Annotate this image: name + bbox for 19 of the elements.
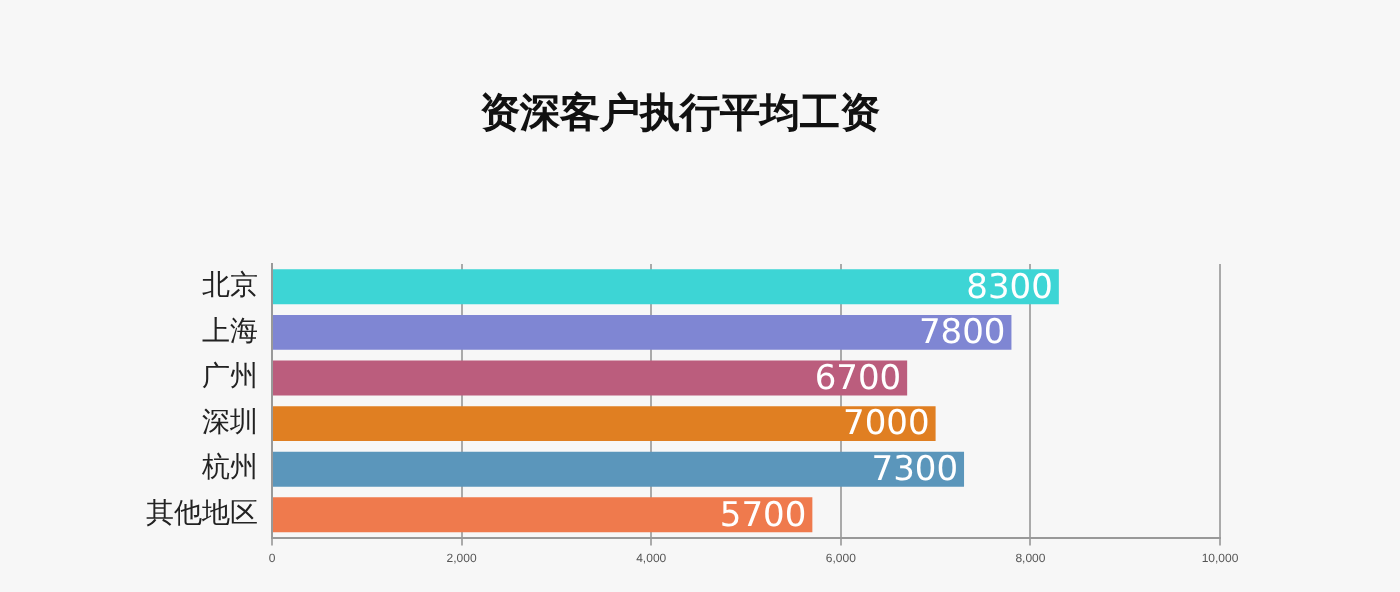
y-tick-label: 北京 — [202, 270, 258, 303]
data-label: 6700 — [814, 358, 902, 399]
chart-title: 资深客户执行平均工资 — [480, 88, 880, 137]
data-label: 7800 — [918, 313, 1006, 354]
bar — [273, 269, 1059, 305]
bar — [273, 497, 813, 533]
bar — [273, 406, 936, 442]
y-tick-label: 深圳 — [202, 406, 258, 439]
bar — [273, 451, 965, 487]
y-tick-label: 杭州 — [200, 452, 258, 485]
bar — [273, 314, 1012, 350]
data-label: 7300 — [871, 450, 959, 491]
y-tick-label: 上海 — [202, 315, 258, 348]
y-tick-label: 广州 — [202, 361, 258, 394]
y-tick-label: 其他地区 — [146, 498, 258, 531]
bar — [273, 360, 908, 396]
data-label: 7000 — [843, 404, 930, 445]
data-label: 8300 — [966, 267, 1053, 308]
data-label: 5700 — [719, 495, 807, 536]
